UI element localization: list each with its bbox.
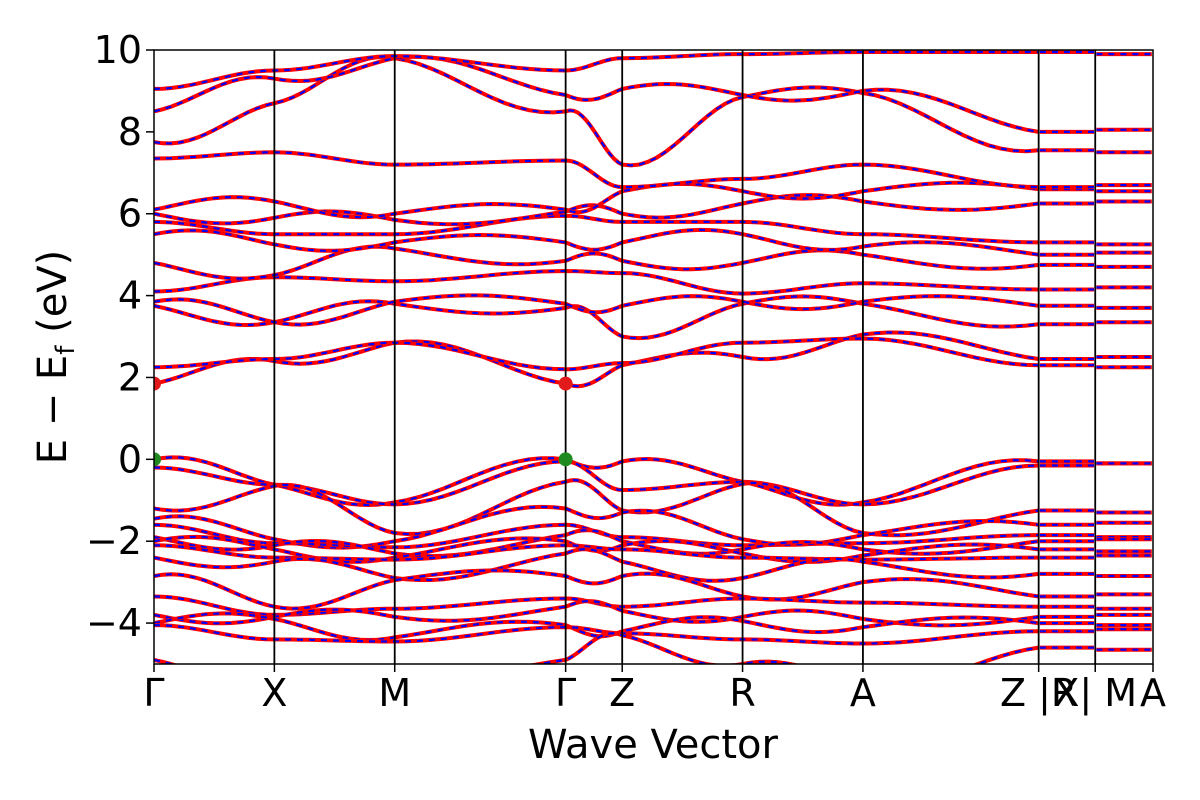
y-tick-label: −2 <box>86 519 142 563</box>
y-axis-ticks: −4 −2 0 2 4 6 8 10 <box>86 28 154 645</box>
band-line-overlay <box>154 294 1039 326</box>
band-stub-overlay <box>1039 548 1152 553</box>
band-line-overlay <box>154 245 1039 280</box>
band-stub-overlay <box>1039 149 1152 154</box>
band-line <box>154 631 1040 664</box>
band-stub-overlay <box>1039 538 1152 543</box>
band-line-overlay <box>154 181 1039 219</box>
band-line-overlay <box>154 194 1039 226</box>
band-line-overlay <box>154 599 1039 627</box>
x-tick-label: Z |R <box>1000 671 1077 716</box>
band-lines <box>154 50 1152 664</box>
band-stub-overlay <box>1039 304 1152 309</box>
band-stub-overlay <box>1039 50 1152 56</box>
x-tick-label: A <box>1140 671 1166 715</box>
band-line <box>154 594 1039 617</box>
band-stub-overlay <box>1039 554 1152 559</box>
y-tick-label: −4 <box>86 601 142 645</box>
band-stub-overlay <box>1039 241 1152 246</box>
band-line-overlay <box>154 295 1039 340</box>
x-tick-label: Z <box>609 671 635 715</box>
band-stub-overlay <box>1039 251 1152 256</box>
band-edge-point <box>154 376 161 391</box>
band-stub-overlay <box>1039 593 1152 598</box>
band-line-overlay <box>154 478 1039 537</box>
band-line <box>154 150 1039 190</box>
y-tick-label: 4 <box>118 274 142 318</box>
x-tick-label: X| M <box>1053 671 1137 716</box>
x-tick-label: Γ <box>143 671 164 715</box>
band-line-overlay <box>154 569 1039 610</box>
band-stub-overlay <box>1039 534 1152 539</box>
band-line-overlay <box>154 612 1039 642</box>
band-edge-point <box>154 452 161 467</box>
band-line <box>154 268 1039 296</box>
band-line <box>154 213 1039 245</box>
band-stub-overlay <box>1039 184 1152 189</box>
band-stub-overlay <box>1039 613 1152 618</box>
band-line <box>154 55 1039 168</box>
band-stub-overlay <box>1039 521 1152 526</box>
y-axis-label: E − Ef (eV) <box>30 250 81 465</box>
band-stub-overlay <box>1039 572 1152 578</box>
band-line <box>154 54 1040 134</box>
band-stub-overlay <box>1039 200 1152 205</box>
band-line-overlay <box>154 337 1039 371</box>
band-line-overlay <box>154 55 1039 167</box>
x-axis-label: Wave Vector <box>528 722 779 768</box>
band-line-overlay <box>154 548 1039 582</box>
band-line-overlay <box>154 151 1039 189</box>
band-stub-overlay <box>1039 263 1152 268</box>
band-stub-overlay <box>1039 286 1152 291</box>
band-edge-point <box>558 376 573 391</box>
band-line <box>154 180 1039 220</box>
band-stub-overlay <box>1039 628 1152 633</box>
band-stub-overlay <box>1039 364 1152 369</box>
band-stub-overlay <box>1039 622 1152 627</box>
y-tick-label: 0 <box>118 437 142 481</box>
band-line <box>154 623 1039 646</box>
x-tick-label: M <box>378 671 411 715</box>
band-edge-markers <box>154 376 573 467</box>
band-stub-overlay <box>1039 321 1152 326</box>
x-tick-label: A <box>850 671 876 715</box>
band-line-overlay <box>154 529 1039 558</box>
band-stub-overlay <box>1039 462 1152 467</box>
band-stub-overlay <box>1039 509 1152 514</box>
band-line-overlay <box>154 214 1039 244</box>
y-tick-label: 6 <box>118 192 142 236</box>
band-stub-overlay <box>1039 355 1152 361</box>
band-line-overlay <box>154 595 1039 617</box>
x-tick-label: R <box>729 671 755 715</box>
band-edge-point <box>558 452 573 467</box>
x-tick-label: Γ <box>555 671 576 715</box>
x-tick-label: X <box>261 671 287 715</box>
band-line-overlay <box>154 228 1039 256</box>
band-stub-overlay <box>1039 646 1152 651</box>
band-stub-overlay <box>1039 605 1152 610</box>
band-stub-overlay <box>1039 188 1152 193</box>
band-line-overlay <box>154 55 1039 133</box>
band-stub-overlay <box>1039 128 1152 133</box>
band-line-overlay <box>154 460 1039 506</box>
band-line-overlay <box>154 50 1039 90</box>
y-tick-label: 8 <box>118 110 142 154</box>
plot-frame <box>153 49 1154 665</box>
y-tick-label: 10 <box>94 28 142 72</box>
high-symmetry-lines <box>273 50 1097 664</box>
y-tick-label: 2 <box>118 355 142 399</box>
